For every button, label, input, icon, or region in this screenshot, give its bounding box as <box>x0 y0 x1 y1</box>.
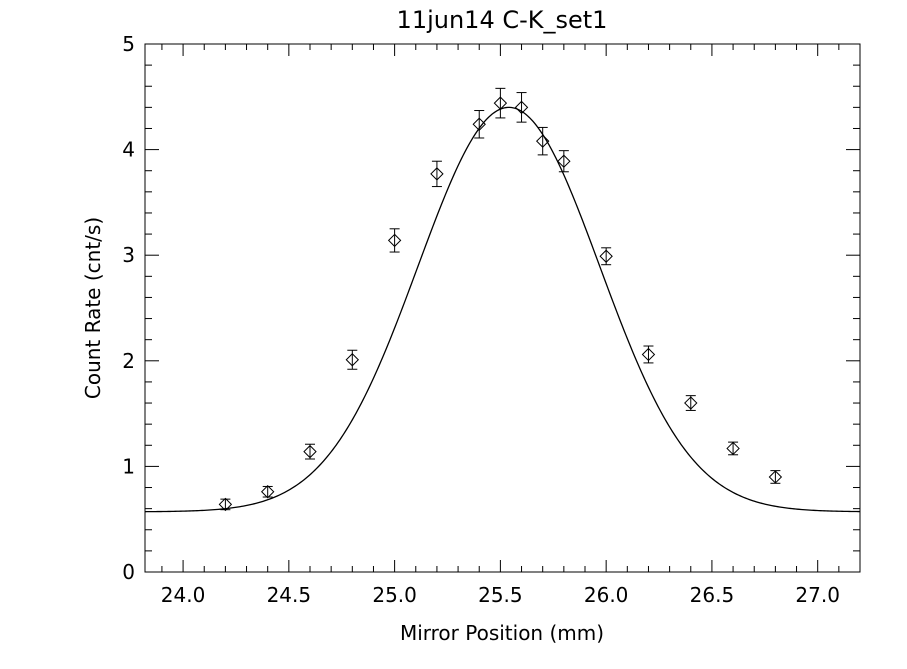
x-tick-label: 24.0 <box>161 583 206 607</box>
diamond-marker <box>387 233 402 248</box>
data-point <box>430 160 444 188</box>
data-point <box>472 110 486 139</box>
data-point <box>535 126 550 156</box>
x-tick-label: 24.5 <box>267 583 312 607</box>
x-axis-label: Mirror Position (mm) <box>400 621 604 645</box>
y-tick-label: 5 <box>122 32 135 56</box>
data-point <box>557 150 571 173</box>
x-tick-label: 27.0 <box>795 583 840 607</box>
fit-curve <box>144 106 861 513</box>
x-tick-label: 26.0 <box>584 583 629 607</box>
diamond-marker <box>472 117 486 131</box>
diamond-marker <box>303 444 317 459</box>
data-point <box>514 92 529 123</box>
plot-frame <box>144 43 861 573</box>
y-tick-label: 3 <box>122 243 135 267</box>
ticks-layer <box>145 43 861 573</box>
diamond-marker <box>726 441 740 456</box>
diamond-marker <box>684 396 698 410</box>
x-tick-label: 26.5 <box>690 583 735 607</box>
diamond-marker <box>768 470 783 484</box>
data-point <box>684 395 698 411</box>
points-layer <box>218 87 783 512</box>
data-point <box>726 441 740 456</box>
diamond-marker <box>260 485 275 499</box>
diamond-marker <box>345 353 360 367</box>
x-tick-label: 25.5 <box>478 583 523 607</box>
diamond-marker <box>557 154 571 168</box>
y-tick-label: 0 <box>122 560 135 584</box>
chart-title: 11jun14 C-K_set1 <box>397 6 608 34</box>
data-point <box>641 345 656 364</box>
data-point <box>387 228 402 253</box>
diamond-marker <box>514 100 529 115</box>
tick-labels-layer: 24.0 24.5 25.0 25.5 26.0 26.5 27.0 0 1 2 3 4 5 <box>122 32 840 607</box>
data-point <box>218 497 233 512</box>
data-point <box>303 443 317 460</box>
y-tick-label: 1 <box>122 454 135 478</box>
diamond-marker <box>599 249 613 263</box>
diamond-marker <box>535 134 550 148</box>
y-axis-label: Count Rate (cnt/s) <box>81 217 105 399</box>
data-point <box>768 470 783 484</box>
diamond-marker <box>218 497 233 512</box>
diamond-marker <box>493 96 508 110</box>
y-tick-label: 2 <box>122 349 135 373</box>
data-point <box>260 485 275 499</box>
data-point <box>345 349 360 370</box>
diamond-marker <box>430 167 444 181</box>
y-tick-label: 4 <box>122 138 135 162</box>
x-tick-label: 25.0 <box>372 583 417 607</box>
diamond-marker <box>641 347 656 362</box>
data-point <box>493 87 508 119</box>
data-point <box>599 247 613 266</box>
